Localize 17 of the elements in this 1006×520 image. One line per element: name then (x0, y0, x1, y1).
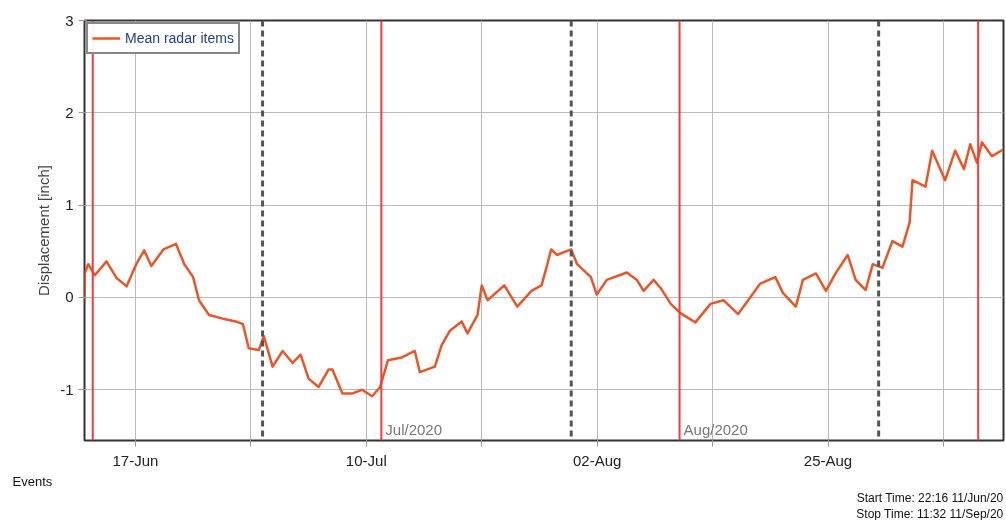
ref-line-label: Jul/2020 (385, 420, 443, 438)
y-tick-label: 2 (65, 103, 74, 121)
text: Start Time: 22:16 11/Jun/20 (856, 490, 1004, 505)
legend-label: Mean radar items (125, 30, 234, 46)
text: Stop Time: 11:32 11/Sep/20 (856, 506, 1004, 520)
x-tick-label: 17-Jun (112, 451, 159, 469)
ref-line-label: Aug/2020 (683, 420, 748, 438)
text: Events (12, 473, 53, 489)
line-series (84, 141, 1004, 398)
y-tick-label: 1 (65, 196, 74, 214)
y-axis-title: Displacement [inch] (35, 165, 53, 296)
y-tick-label: 0 (65, 288, 74, 306)
x-tick-label: 02-Aug (572, 451, 622, 469)
x-tick-label: 25-Aug (803, 451, 853, 469)
x-tick-label: 10-Jul (345, 451, 387, 469)
y-tick-label: 3 (65, 11, 74, 29)
y-tick-label: -1 (60, 380, 74, 398)
